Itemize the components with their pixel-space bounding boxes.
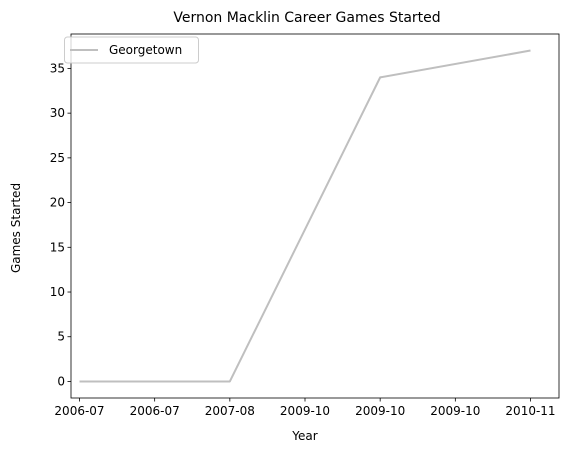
y-tick-label: 10 xyxy=(50,285,65,299)
y-tick-label: 25 xyxy=(50,151,65,165)
x-tick-label: 2009-10 xyxy=(430,404,480,418)
x-tick-label: 2006-07 xyxy=(54,404,104,418)
y-tick-label: 35 xyxy=(50,61,65,75)
x-tick-label: 2006-07 xyxy=(130,404,180,418)
chart-title: Vernon Macklin Career Games Started xyxy=(173,10,440,26)
legend-box xyxy=(64,36,199,64)
y-tick-label: 20 xyxy=(50,196,65,210)
legend-label: Georgetown xyxy=(109,43,182,57)
x-tick-label: 2009-10 xyxy=(280,404,330,418)
y-tick-label: 0 xyxy=(57,374,65,388)
y-tick-label: 30 xyxy=(50,106,65,120)
y-tick-label: 15 xyxy=(50,240,65,254)
x-tick-label: 2010-11 xyxy=(505,404,555,418)
series-line-georgetown xyxy=(79,49,531,383)
x-tick-label: 2009-10 xyxy=(355,404,405,418)
plot-area: 0 5 10 15 20 25 30 35 2006-07 2006-07 2007-08 2009-… xyxy=(50,33,560,418)
y-tick-label: 5 xyxy=(57,330,65,344)
y-axis-label: Games Started xyxy=(9,183,23,273)
plot-frame xyxy=(70,33,560,399)
legend: Georgetown xyxy=(64,36,199,64)
x-tick-label: 2007-08 xyxy=(205,404,255,418)
x-axis-label: Year xyxy=(291,429,317,443)
